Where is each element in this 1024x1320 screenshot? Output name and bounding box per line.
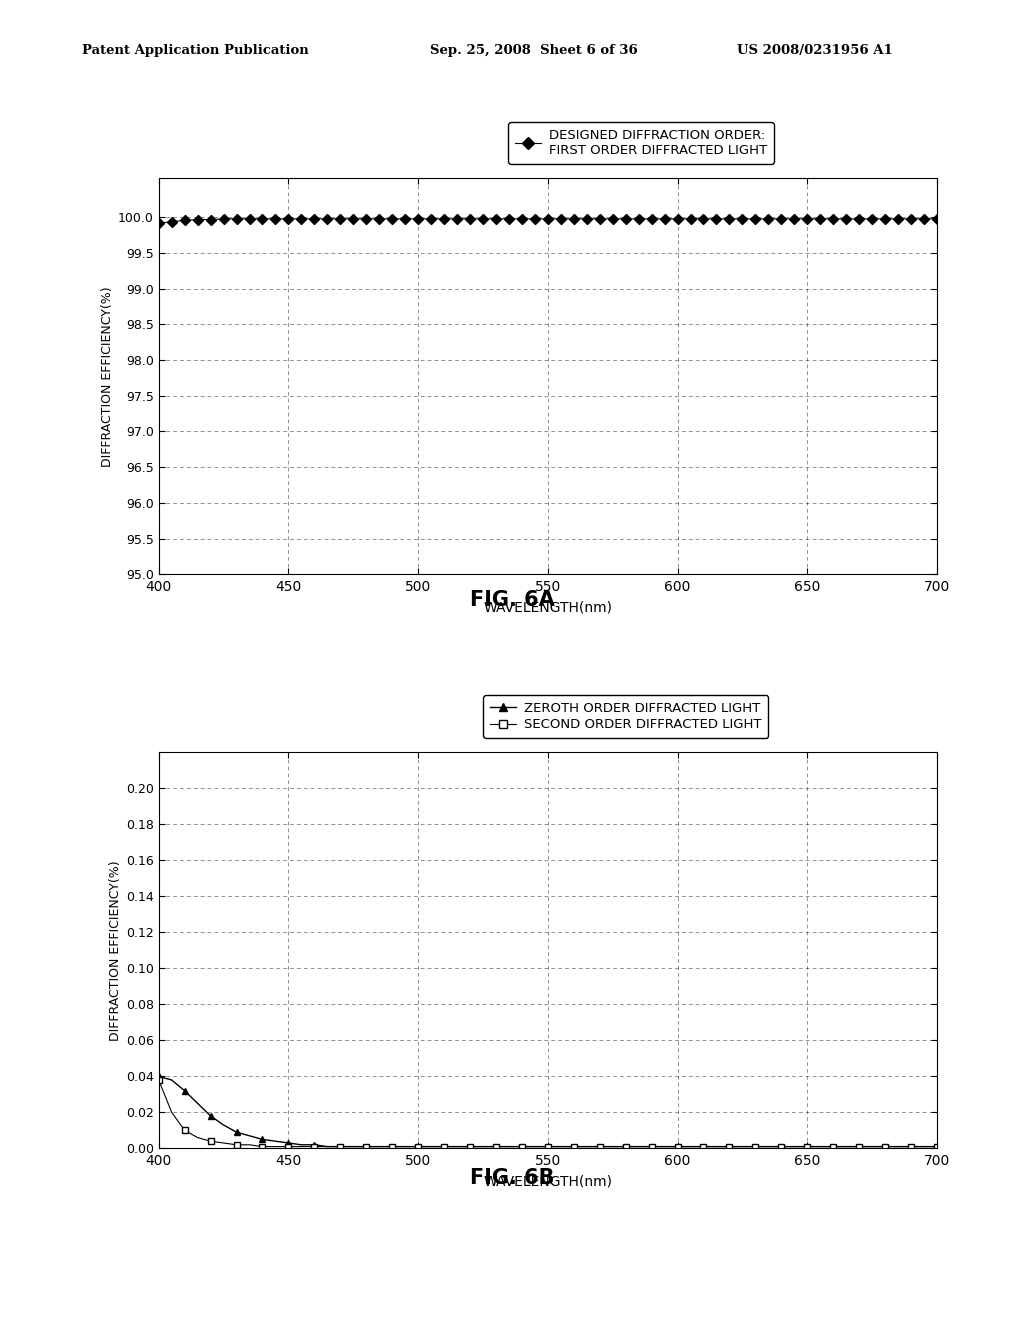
Text: FIG. 6B: FIG. 6B: [470, 1168, 554, 1188]
Y-axis label: DIFFRACTION EFFICIENCY(%): DIFFRACTION EFFICIENCY(%): [100, 286, 114, 466]
Y-axis label: DIFFRACTION EFFICIENCY(%): DIFFRACTION EFFICIENCY(%): [109, 861, 122, 1040]
Text: US 2008/0231956 A1: US 2008/0231956 A1: [737, 44, 893, 57]
Legend: ZEROTH ORDER DIFFRACTED LIGHT, SECOND ORDER DIFFRACTED LIGHT: ZEROTH ORDER DIFFRACTED LIGHT, SECOND OR…: [483, 696, 768, 738]
Text: FIG. 6A: FIG. 6A: [470, 590, 554, 610]
Text: Sep. 25, 2008  Sheet 6 of 36: Sep. 25, 2008 Sheet 6 of 36: [430, 44, 638, 57]
Text: Patent Application Publication: Patent Application Publication: [82, 44, 308, 57]
X-axis label: WAVELENGTH(nm): WAVELENGTH(nm): [483, 601, 612, 615]
Legend: DESIGNED DIFFRACTION ORDER:
FIRST ORDER DIFFRACTED LIGHT: DESIGNED DIFFRACTION ORDER: FIRST ORDER …: [509, 123, 774, 164]
X-axis label: WAVELENGTH(nm): WAVELENGTH(nm): [483, 1175, 612, 1189]
